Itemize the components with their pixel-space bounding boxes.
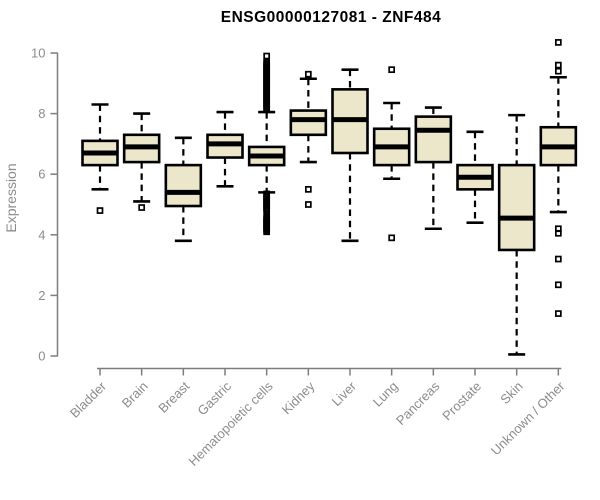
y-tick-label: 6 bbox=[38, 167, 45, 182]
x-tick-label-skin: Skin bbox=[497, 379, 525, 407]
box-group-brain bbox=[122, 112, 161, 211]
x-tick-label-kidney: Kidney bbox=[279, 378, 318, 417]
x-tick-label-pancreas: Pancreas bbox=[393, 378, 443, 428]
x-tick-label-liver: Liver bbox=[329, 378, 360, 409]
x-tick-label-unknown-other: Unknown / Other bbox=[488, 378, 568, 458]
y-tick-label: 2 bbox=[38, 288, 45, 303]
x-tick-label-lung: Lung bbox=[370, 379, 401, 410]
outlier-point bbox=[304, 201, 312, 208]
x-tick-label-brain: Brain bbox=[119, 379, 151, 411]
outlier-point bbox=[554, 255, 562, 263]
box-group-gastric bbox=[206, 110, 244, 188]
x-tick-label-prostate: Prostate bbox=[439, 379, 484, 424]
outlier-point bbox=[263, 207, 271, 214]
x-tick-label-gastric: Gastric bbox=[194, 378, 234, 418]
outlier-point bbox=[554, 229, 562, 237]
box-group-breast bbox=[164, 136, 203, 243]
y-tick-label: 8 bbox=[38, 106, 45, 121]
iqr-box bbox=[414, 115, 453, 164]
iqr-box bbox=[164, 163, 203, 208]
y-tick-label: 0 bbox=[38, 349, 45, 364]
outlier-point bbox=[388, 234, 396, 242]
box-group-unknown-other bbox=[539, 39, 578, 317]
outlier-point bbox=[554, 310, 562, 317]
y-tick-label: 4 bbox=[38, 227, 45, 242]
y-tick-label: 10 bbox=[31, 46, 45, 61]
x-tick-label-bladder: Bladder bbox=[67, 378, 110, 421]
outlier-point bbox=[263, 105, 271, 113]
outlier-point bbox=[388, 66, 396, 74]
box-group-skin bbox=[497, 113, 536, 356]
iqr-box bbox=[289, 109, 328, 137]
box-group-pancreas bbox=[414, 106, 453, 231]
outlier-point bbox=[304, 70, 312, 78]
box-group-bladder bbox=[81, 103, 119, 214]
box-group-kidney bbox=[289, 70, 328, 208]
outlier-point bbox=[138, 204, 146, 211]
outlier-point bbox=[96, 207, 104, 214]
iqr-box bbox=[497, 163, 536, 252]
outlier-point bbox=[554, 39, 562, 46]
y-axis-title: Expression bbox=[3, 163, 19, 232]
box-group-prostate bbox=[456, 130, 494, 224]
outlier-point bbox=[554, 67, 562, 75]
box-group-liver bbox=[331, 68, 369, 243]
x-tick-label-breast: Breast bbox=[155, 378, 192, 415]
outlier-point bbox=[304, 186, 312, 193]
box-group-hematopoietic-cells bbox=[247, 52, 286, 236]
outlier-point bbox=[263, 228, 271, 236]
outlier-point bbox=[554, 281, 562, 289]
outlier-point bbox=[263, 52, 271, 60]
plot-title: ENSG00000127081 - ZNF484 bbox=[221, 9, 442, 26]
outlier-point bbox=[554, 61, 562, 69]
box-group-lung bbox=[372, 66, 411, 242]
